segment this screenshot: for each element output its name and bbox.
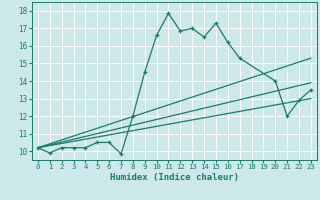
X-axis label: Humidex (Indice chaleur): Humidex (Indice chaleur)	[110, 173, 239, 182]
